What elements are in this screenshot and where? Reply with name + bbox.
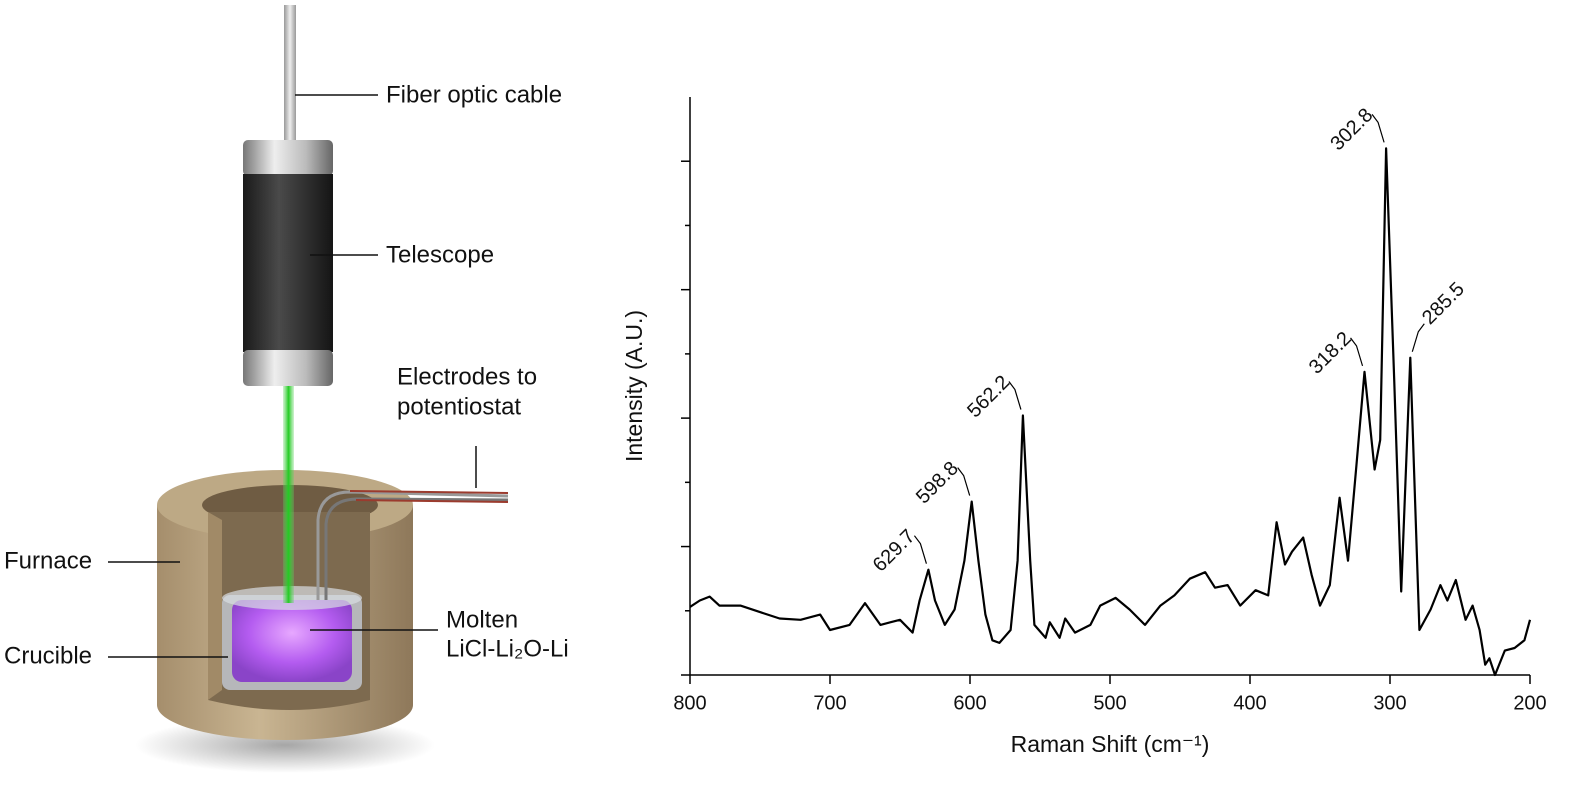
telescope-cap xyxy=(243,140,333,176)
fiber-cable xyxy=(284,5,296,143)
wire xyxy=(349,490,509,494)
electrode xyxy=(324,497,509,600)
spectrum-line xyxy=(689,147,1532,677)
laser-beam xyxy=(283,385,294,603)
annotation-leader xyxy=(913,535,927,564)
peak-label: 302.8 xyxy=(1326,104,1377,155)
x-tick-label: 600 xyxy=(953,692,986,714)
annotation-leader xyxy=(1371,114,1385,143)
peak-label: 285.5 xyxy=(1418,278,1469,329)
annotation-leader xyxy=(1008,381,1022,410)
x-tick-label: 700 xyxy=(813,692,846,714)
label: Molten xyxy=(446,606,518,633)
peak-label: 629.7 xyxy=(869,525,920,576)
peak-label: 318.2 xyxy=(1305,328,1356,379)
molten-salt xyxy=(232,600,352,682)
label: LiCl-Li₂O-Li xyxy=(446,635,569,662)
cut-edge xyxy=(208,512,222,700)
x-tick-label: 500 xyxy=(1093,692,1126,714)
apparatus-diagram: Fiber optic cable Telescope Electrodes t… xyxy=(4,5,569,773)
x-tick-label: 300 xyxy=(1373,692,1406,714)
label: Electrodes to xyxy=(397,363,537,390)
x-tick-label: 200 xyxy=(1513,692,1546,714)
label: Crucible xyxy=(4,642,92,669)
x-axis-label: Raman Shift (cm⁻¹) xyxy=(1011,731,1210,757)
raman-chart: Raman Shift (cm⁻¹) Intensity (A.U.) 800 7… xyxy=(621,97,1547,757)
peak-label: 598.8 xyxy=(912,457,963,508)
label: potentiostat xyxy=(397,393,521,420)
telescope-body xyxy=(243,174,333,352)
leader-lines xyxy=(108,94,477,658)
annotation-leader xyxy=(1350,337,1364,367)
annotation-leader xyxy=(1411,323,1425,352)
annotation-leader xyxy=(957,467,971,496)
label: Fiber optic cable xyxy=(386,81,562,108)
x-tick-label: 800 xyxy=(673,692,706,714)
peak-label: 562.2 xyxy=(963,371,1014,422)
wire xyxy=(355,499,509,503)
x-tick-label: 400 xyxy=(1233,692,1266,714)
electrode xyxy=(316,490,509,600)
telescope-cap xyxy=(243,350,333,386)
y-axis-label: Intensity (A.U.) xyxy=(621,310,647,462)
label: Telescope xyxy=(386,241,494,268)
label: Furnace xyxy=(4,547,92,574)
